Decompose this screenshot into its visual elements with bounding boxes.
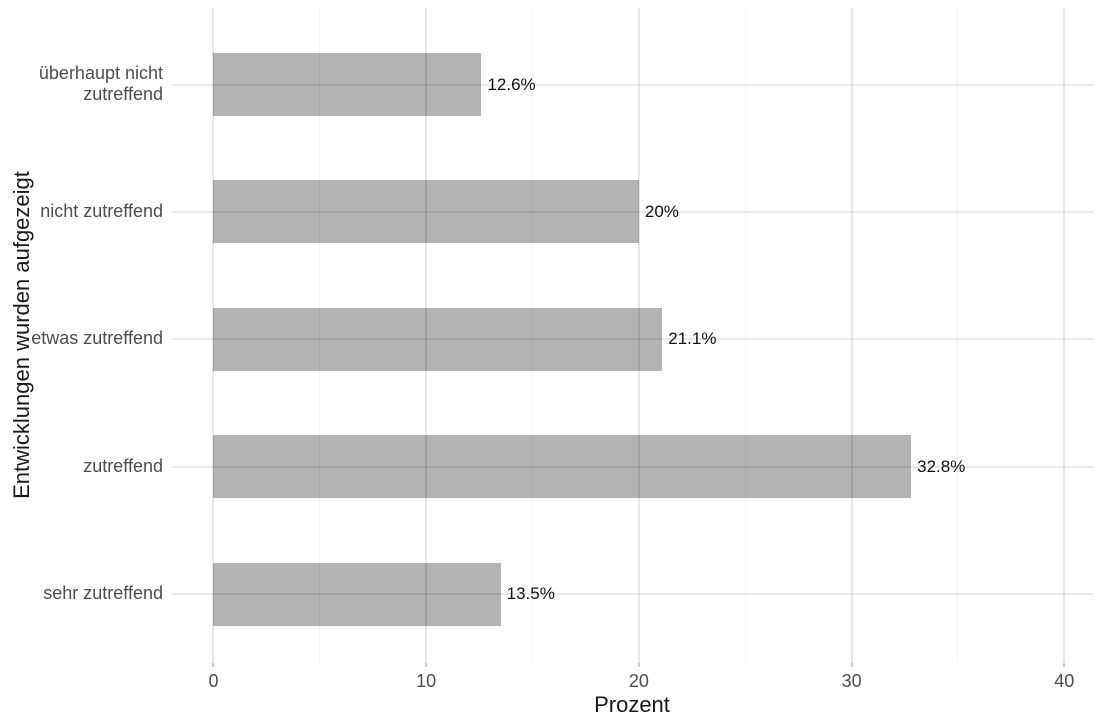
plot-panel: 12.6% 20% 21.1% 32.8% 13.5% bbox=[172, 8, 1093, 663]
bar-value-label: 21.1% bbox=[668, 329, 717, 349]
x-tick-label: 10 bbox=[416, 671, 437, 691]
gridline-minor bbox=[532, 8, 534, 663]
x-tick-label: 20 bbox=[628, 671, 649, 691]
x-tick-label: 40 bbox=[1054, 671, 1075, 691]
category-label: sehr zutreffend bbox=[43, 583, 163, 604]
bar bbox=[213, 307, 663, 371]
gridline-minor bbox=[957, 8, 959, 663]
bar-value-label: 20% bbox=[644, 201, 679, 221]
bar bbox=[213, 180, 639, 244]
gridline-major bbox=[212, 8, 215, 663]
x-tick-mark bbox=[212, 663, 215, 667]
gridline-minor bbox=[744, 8, 746, 663]
y-axis-category-labels: überhaupt nicht zutreffend nicht zutreffe… bbox=[0, 8, 163, 663]
gridline-major bbox=[1063, 8, 1066, 663]
category-label: nicht zutreffend bbox=[40, 201, 163, 222]
category-label: überhaupt nicht zutreffend bbox=[38, 62, 163, 105]
bar bbox=[213, 562, 501, 626]
category-label: zutreffend bbox=[83, 456, 163, 477]
gridline-category bbox=[172, 210, 1093, 213]
x-tick-mark bbox=[425, 663, 428, 667]
gridline-major bbox=[850, 8, 853, 663]
gridline-category bbox=[172, 593, 1093, 596]
gridline-category bbox=[172, 465, 1093, 468]
x-tick-label: 0 bbox=[208, 671, 219, 691]
bar bbox=[213, 435, 912, 499]
x-axis-title: Prozent bbox=[594, 692, 670, 717]
x-tick-mark bbox=[850, 663, 853, 667]
x-tick-label: 30 bbox=[841, 671, 862, 691]
category-label: etwas zutreffend bbox=[31, 328, 163, 349]
bar bbox=[213, 53, 482, 116]
x-tick-mark bbox=[1063, 663, 1066, 667]
gridline-category bbox=[172, 338, 1093, 341]
gridline-major bbox=[425, 8, 428, 663]
gridline-category bbox=[172, 83, 1093, 86]
bar-value-label: 32.8% bbox=[917, 456, 966, 476]
gridline-major bbox=[637, 8, 640, 663]
gridline-minor bbox=[319, 8, 321, 663]
x-tick-mark bbox=[637, 663, 640, 667]
bar-value-label: 12.6% bbox=[487, 74, 536, 94]
bar-value-label: 13.5% bbox=[506, 584, 555, 604]
